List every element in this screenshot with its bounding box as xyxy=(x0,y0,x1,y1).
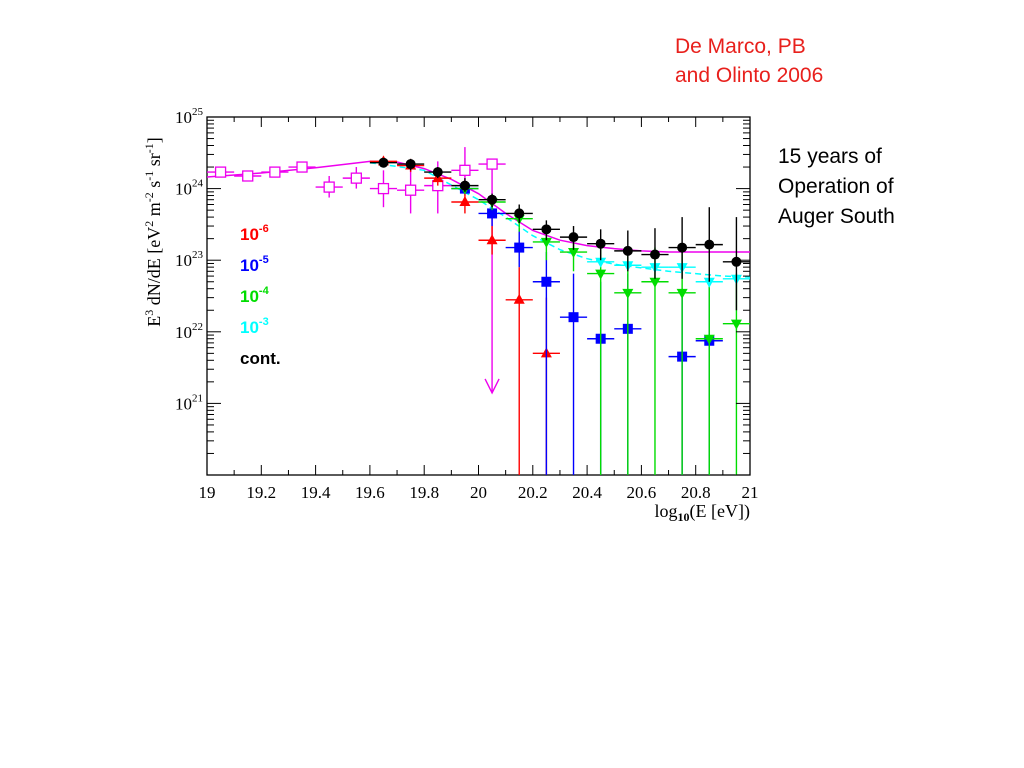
series-group xyxy=(369,155,560,475)
data-point xyxy=(514,242,525,253)
data-point xyxy=(677,242,688,253)
data-point xyxy=(486,158,498,170)
data-point xyxy=(378,157,389,168)
data-point xyxy=(487,208,498,219)
operation-note: 15 years of Operation of Auger South xyxy=(778,142,895,232)
x-tick-label: 20 xyxy=(470,483,487,502)
data-point xyxy=(730,319,742,330)
x-tick-label: 19.4 xyxy=(301,483,331,502)
data-point xyxy=(513,293,525,304)
legend-entry: cont. xyxy=(240,349,281,368)
data-point xyxy=(350,172,362,184)
x-tick-label: 19.6 xyxy=(355,483,385,502)
data-point xyxy=(622,245,633,256)
legend-entry: 10-4 xyxy=(240,285,270,306)
y-tick-label: 1023 xyxy=(175,249,204,270)
x-tick-label: 20.2 xyxy=(518,483,548,502)
data-point xyxy=(487,194,498,205)
x-tick-label: 19 xyxy=(199,483,216,502)
data-point xyxy=(486,234,498,245)
citation: De Marco, PB and Olinto 2006 xyxy=(675,32,823,90)
y-tick-label: 1022 xyxy=(175,321,203,342)
data-point xyxy=(459,180,470,191)
data-point xyxy=(676,288,688,299)
data-point xyxy=(568,248,580,259)
data-series xyxy=(207,147,750,475)
data-point xyxy=(595,257,607,268)
citation-line-1: De Marco, PB xyxy=(675,35,806,58)
data-point xyxy=(296,161,308,173)
y-tick-label: 1021 xyxy=(175,392,203,413)
series-group xyxy=(451,184,750,475)
fit-curve xyxy=(207,160,750,253)
data-point xyxy=(432,167,443,178)
data-point xyxy=(459,164,471,176)
data-point xyxy=(541,276,552,287)
axes: 19 19.2 19.4 19.6 19.8 20 20.2 20.4 20.6 20.8 21 10… xyxy=(175,106,759,502)
data-point xyxy=(622,288,634,299)
x-tick-label: 21 xyxy=(742,483,759,502)
data-point xyxy=(514,208,525,219)
data-point xyxy=(568,312,579,323)
series-group xyxy=(369,157,750,311)
y-axis-title: E3 dN/dE [eV2 m-2 s-1 sr-1] xyxy=(142,137,164,327)
data-point xyxy=(269,166,281,178)
data-point xyxy=(595,269,607,280)
data-point xyxy=(731,256,742,267)
data-point xyxy=(595,238,606,249)
data-point xyxy=(405,159,416,170)
x-tick-label: 20.6 xyxy=(627,483,657,502)
data-point xyxy=(377,182,390,195)
x-tick-label: 19.8 xyxy=(409,483,439,502)
fit-curve xyxy=(369,161,750,278)
y-tick-label: 1024 xyxy=(175,178,204,199)
x-tick-label: 20.8 xyxy=(681,483,711,502)
citation-line-2: and Olinto 2006 xyxy=(675,64,824,87)
x-tick-label: 20.4 xyxy=(572,483,602,502)
fit-curves xyxy=(207,160,750,278)
y-tick-label: 1025 xyxy=(175,106,204,127)
data-point xyxy=(540,237,552,248)
data-point xyxy=(649,277,661,288)
series-group xyxy=(207,147,506,395)
data-point xyxy=(323,181,335,193)
legend-entry: 10-6 xyxy=(240,223,269,244)
x-axis-title: log10(E [eV]) xyxy=(655,501,750,524)
data-point xyxy=(404,184,417,196)
data-point xyxy=(242,170,254,182)
note-line-1: 15 years of xyxy=(778,145,882,168)
legend: 10-6 10-5 10-4 10-3 cont. xyxy=(240,223,281,368)
x-tick-label: 19.2 xyxy=(246,483,276,502)
data-point xyxy=(703,334,715,345)
note-line-3: Auger South xyxy=(778,205,895,228)
data-point xyxy=(703,277,715,288)
upper-limit-arrow xyxy=(484,378,500,395)
data-point xyxy=(214,166,227,178)
legend-entry: 10-3 xyxy=(240,316,269,337)
data-point xyxy=(704,239,715,250)
data-point xyxy=(649,249,660,260)
note-line-2: Operation of xyxy=(778,175,894,198)
legend-entry: 10-5 xyxy=(240,254,269,275)
data-point xyxy=(541,224,552,235)
data-point xyxy=(568,232,579,243)
data-point xyxy=(459,195,471,206)
